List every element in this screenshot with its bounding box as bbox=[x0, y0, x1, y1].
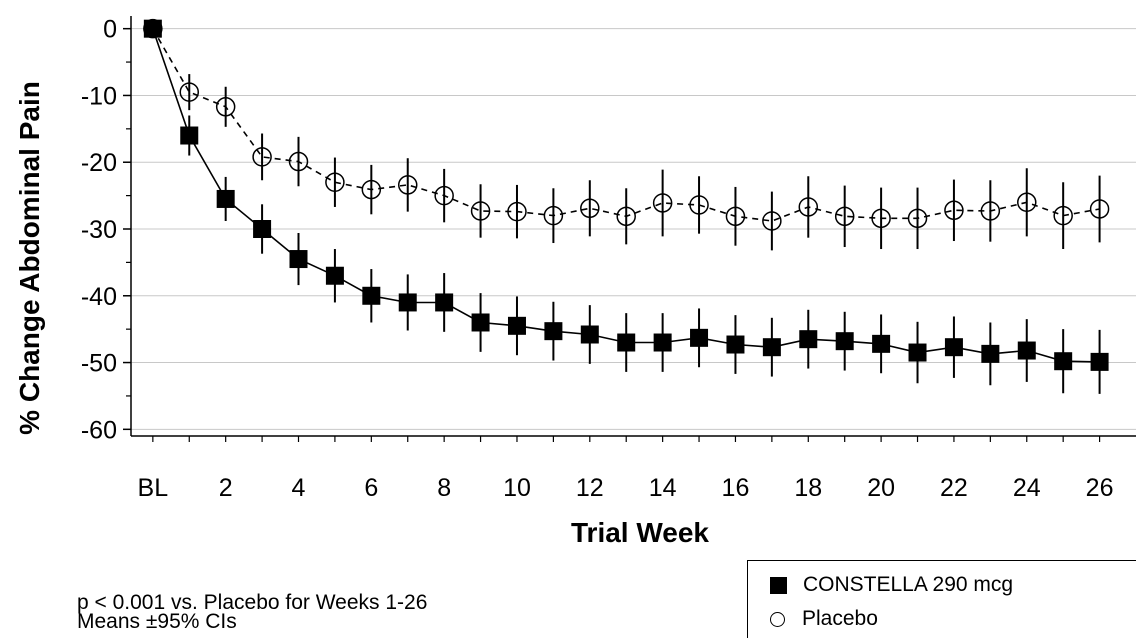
y-tick-label: 0 bbox=[103, 16, 117, 44]
y-axis-title: % Change Abdominal Pain bbox=[14, 81, 45, 435]
x-tick-label: 22 bbox=[940, 474, 968, 502]
data-point-constella bbox=[653, 333, 672, 352]
y-tick-label: -60 bbox=[81, 416, 117, 444]
data-point-constella bbox=[180, 126, 199, 145]
data-point-constella bbox=[435, 293, 454, 312]
data-point-constella bbox=[835, 332, 854, 351]
data-point-constella bbox=[1017, 341, 1036, 360]
x-tick-label: 20 bbox=[867, 474, 895, 502]
data-point-constella bbox=[580, 325, 599, 344]
data-point-placebo bbox=[980, 201, 1001, 221]
grid-lines bbox=[131, 28, 1136, 430]
data-point-placebo bbox=[944, 200, 964, 221]
data-point-constella bbox=[325, 266, 344, 285]
data-point-placebo bbox=[1017, 192, 1037, 213]
data-point-placebo bbox=[252, 147, 272, 167]
data-point-constella bbox=[1054, 352, 1073, 371]
legend: CONSTELLA 290 mcg Placebo bbox=[747, 560, 1136, 638]
legend-label: Placebo bbox=[802, 607, 878, 630]
legend-item-constella: CONSTELLA 290 mcg bbox=[770, 573, 1013, 597]
data-point-placebo bbox=[907, 208, 928, 229]
data-point-constella bbox=[1090, 352, 1109, 371]
data-point-constella bbox=[362, 286, 381, 305]
x-tick-label: 10 bbox=[503, 474, 531, 502]
data-point-constella bbox=[944, 338, 963, 357]
data-point-placebo bbox=[143, 18, 163, 39]
data-point-constella bbox=[690, 328, 709, 347]
data-point-constella bbox=[726, 335, 745, 354]
data-point-constella bbox=[981, 344, 1000, 363]
x-tick-label: 16 bbox=[722, 474, 750, 502]
x-tick-label: 2 bbox=[219, 474, 233, 502]
data-point-placebo bbox=[652, 193, 673, 213]
data-point-placebo bbox=[725, 206, 746, 227]
data-point-placebo bbox=[470, 201, 491, 221]
data-point-placebo bbox=[798, 197, 819, 217]
data-point-constella bbox=[799, 330, 818, 349]
data-point-constella bbox=[143, 19, 162, 38]
x-tick-label: BL bbox=[138, 474, 169, 502]
data-point-constella bbox=[617, 333, 636, 352]
ci-note: Means ±95% CIs bbox=[77, 610, 237, 633]
data-point-constella bbox=[216, 189, 235, 208]
confidence-intervals bbox=[188, 74, 1101, 394]
data-point-placebo bbox=[215, 97, 236, 117]
data-point-constella bbox=[253, 220, 272, 238]
series-line-placebo bbox=[152, 28, 1100, 222]
data-point-placebo bbox=[361, 179, 382, 200]
data-point-placebo bbox=[580, 198, 600, 219]
data-point-constella bbox=[544, 322, 563, 341]
data-point-constella bbox=[872, 334, 891, 353]
x-tick-label: 18 bbox=[794, 474, 822, 502]
legend-item-placebo: Placebo bbox=[770, 607, 878, 631]
data-point-placebo bbox=[616, 206, 636, 227]
y-tick-label: -20 bbox=[81, 149, 117, 177]
data-point-placebo bbox=[179, 82, 200, 102]
data-point-placebo bbox=[434, 185, 454, 206]
filled-square-icon bbox=[770, 576, 787, 594]
series-markers bbox=[143, 18, 1110, 371]
data-point-placebo bbox=[689, 195, 709, 215]
open-circle-icon bbox=[770, 611, 785, 627]
legend-label: CONSTELLA 290 mcg bbox=[803, 573, 1014, 596]
x-tick-label: 12 bbox=[576, 474, 604, 502]
data-point-placebo bbox=[1053, 205, 1073, 226]
data-point-constella bbox=[908, 343, 927, 362]
data-point-constella bbox=[289, 250, 308, 269]
x-tick-label: 26 bbox=[1086, 474, 1114, 502]
data-point-placebo bbox=[871, 208, 891, 229]
data-point-placebo bbox=[325, 172, 345, 193]
data-point-placebo bbox=[288, 151, 309, 172]
data-point-placebo bbox=[1089, 199, 1110, 219]
x-tick-label: 4 bbox=[292, 474, 306, 502]
y-tick-label: -50 bbox=[81, 350, 117, 378]
axes bbox=[123, 16, 1136, 442]
x-tick-label: 14 bbox=[649, 474, 677, 502]
data-point-constella bbox=[398, 293, 417, 312]
data-point-constella bbox=[507, 316, 526, 335]
data-point-constella bbox=[762, 338, 781, 357]
data-point-placebo bbox=[507, 201, 527, 222]
data-point-placebo bbox=[543, 205, 564, 226]
x-axis-title: Trial Week bbox=[571, 517, 709, 548]
y-tick-label: -10 bbox=[81, 82, 117, 110]
p-value-note: p < 0.001 vs. Placebo for Weeks 1-26 bbox=[77, 591, 428, 614]
data-point-placebo bbox=[397, 175, 418, 195]
x-tick-label: 6 bbox=[364, 474, 378, 502]
y-tick-label: -30 bbox=[81, 216, 117, 244]
y-tick-label: -40 bbox=[81, 283, 117, 311]
x-tick-label: 8 bbox=[437, 474, 451, 502]
data-point-constella bbox=[471, 313, 490, 332]
data-point-placebo bbox=[834, 206, 855, 227]
x-tick-label: 24 bbox=[1013, 474, 1041, 502]
data-point-placebo bbox=[762, 211, 782, 231]
